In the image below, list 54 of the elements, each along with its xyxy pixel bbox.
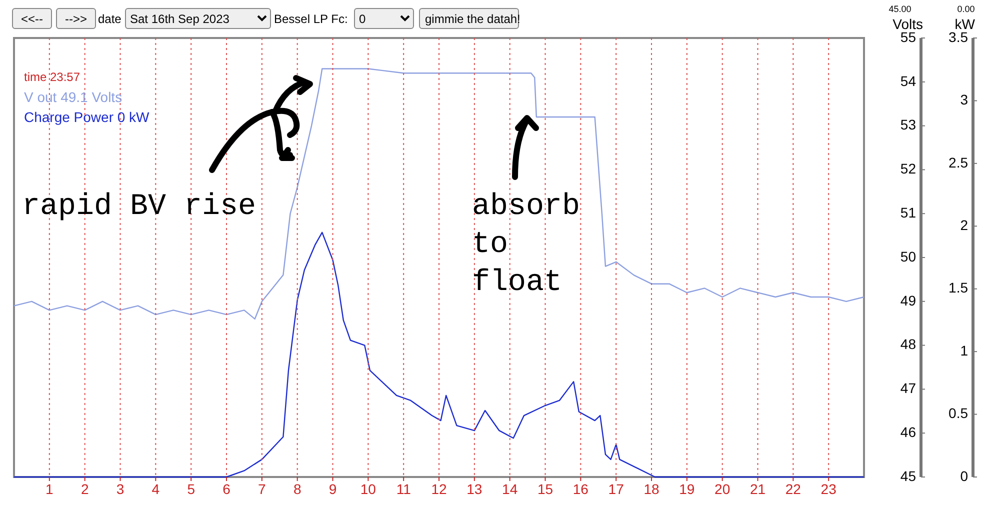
y-tick-label: 45 bbox=[900, 468, 916, 484]
x-tick-label: 4 bbox=[152, 480, 160, 497]
x-tick-label: 3 bbox=[116, 480, 124, 497]
x-tick-label: 5 bbox=[187, 480, 196, 497]
y-tick-label: 52 bbox=[900, 160, 916, 177]
x-tick-label: 19 bbox=[679, 480, 695, 497]
y2-tick-label: 1 bbox=[960, 342, 968, 358]
text: <<-- bbox=[12, 8, 52, 29]
text: V out 49.1 Volts bbox=[24, 88, 122, 105]
x-tick-label: 21 bbox=[750, 480, 766, 497]
y-tick-label: 50 bbox=[900, 248, 916, 264]
x-tick-label: 10 bbox=[360, 480, 376, 497]
text: 0.00 bbox=[956, 4, 976, 14]
x-tick-label: 6 bbox=[222, 480, 231, 497]
y-tick-label: 48 bbox=[900, 336, 916, 352]
x-tick-label: 11 bbox=[396, 480, 412, 497]
x-tick-label: 14 bbox=[502, 480, 518, 497]
text: Bessel LP Fc: bbox=[274, 12, 348, 26]
x-tick-label: 17 bbox=[608, 480, 624, 497]
x-tick-label: 15 bbox=[537, 480, 554, 497]
x-tick-label: 22 bbox=[785, 480, 802, 497]
y2-tick-label: 0.5 bbox=[948, 405, 968, 422]
x-tick-label: 18 bbox=[644, 480, 660, 497]
annotation: absorb to float bbox=[472, 189, 580, 302]
y2-tick-label: 2.5 bbox=[948, 154, 968, 170]
x-tick-label: 12 bbox=[431, 480, 447, 497]
x-tick-label: 7 bbox=[258, 480, 266, 497]
y-tick-label: 49 bbox=[900, 292, 916, 308]
x-tick-label: 16 bbox=[572, 480, 589, 497]
annotation: rapid BV rise bbox=[22, 189, 256, 226]
y2-tick-label: 1.5 bbox=[948, 280, 968, 296]
text: 0 bbox=[354, 8, 414, 29]
y2-tick-label: 3 bbox=[960, 92, 968, 108]
y2-tick-label: 2 bbox=[960, 217, 968, 233]
text: gimmie the datah! bbox=[419, 8, 520, 29]
x-tick-label: 20 bbox=[714, 480, 730, 497]
y2-tick-label: 0 bbox=[960, 468, 968, 484]
text: -->> bbox=[56, 8, 96, 29]
text: 45.00 bbox=[888, 4, 912, 14]
text: Charge Power 0 kW bbox=[24, 108, 150, 125]
text: date bbox=[98, 12, 122, 26]
x-tick-label: 9 bbox=[328, 480, 337, 497]
y-tick-label: 46 bbox=[900, 424, 916, 440]
x-tick-label: 2 bbox=[80, 480, 89, 497]
y-tick-label: 51 bbox=[900, 204, 916, 220]
x-tick-label: 23 bbox=[820, 480, 837, 497]
y-tick-label: 53 bbox=[900, 116, 916, 133]
x-tick-label: 8 bbox=[293, 480, 302, 497]
annotation: time 23:57 bbox=[24, 70, 80, 84]
x-tick-label: 1 bbox=[46, 480, 54, 497]
y-tick-label: 47 bbox=[900, 380, 916, 396]
x-tick-label: 13 bbox=[466, 480, 482, 497]
y-tick-label: 54 bbox=[900, 72, 916, 89]
text: Sat 16th Sep 2023 bbox=[125, 8, 271, 29]
